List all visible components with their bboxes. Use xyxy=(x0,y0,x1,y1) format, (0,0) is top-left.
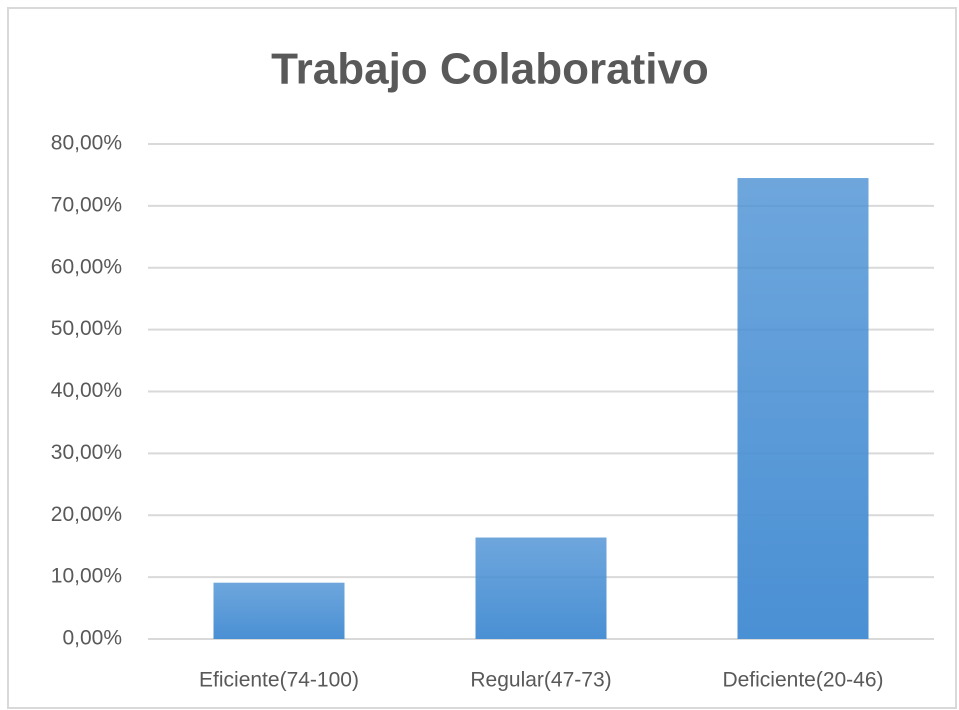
x-tick-label: Eficiente(74-100) xyxy=(199,669,359,692)
x-tick-label: Deficiente(20-46) xyxy=(722,669,883,692)
chart-title: Trabajo Colaborativo xyxy=(271,45,709,94)
y-tick-label: 0,00% xyxy=(62,627,122,650)
y-tick-label: 60,00% xyxy=(51,255,122,278)
y-tick-label: 10,00% xyxy=(51,565,122,588)
bar xyxy=(213,582,345,639)
y-tick-label: 70,00% xyxy=(51,193,122,216)
bar xyxy=(737,178,869,639)
y-tick-label: 40,00% xyxy=(51,379,122,402)
x-tick-label: Regular(47-73) xyxy=(470,669,611,692)
y-tick-label: 80,00% xyxy=(51,132,122,155)
y-tick-label: 30,00% xyxy=(51,441,122,464)
y-tick-label: 50,00% xyxy=(51,317,122,340)
bar xyxy=(475,537,607,639)
y-tick-label: 20,00% xyxy=(51,503,122,526)
